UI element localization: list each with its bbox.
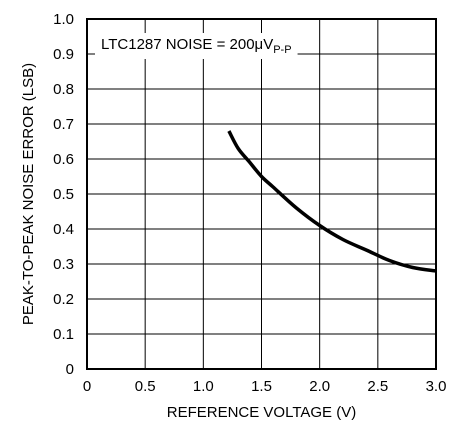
y-axis-label: PEAK-TO-PEAK NOISE ERROR (LSB) [20,63,37,325]
x-tick-label: 3.0 [426,378,447,395]
x-tick-label: 1.5 [251,378,272,395]
y-tick-label: 0.6 [53,151,74,168]
y-tick-label: 0.5 [53,186,74,203]
x-tick-label: 2.5 [367,378,388,395]
grid [86,18,437,370]
y-tick-label: 0.4 [53,221,74,238]
annotation-subscript: P-P [273,44,291,56]
series-layer [227,130,437,273]
y-tick-label: 0.3 [53,256,74,273]
y-tick-label: 0.9 [53,46,74,63]
y-tick-label: 0.7 [53,116,74,133]
annotation-background [95,33,298,59]
plot-frame [86,18,437,370]
x-tick-label: 0.5 [135,378,156,395]
chart-annotation: LTC1287 NOISE = 200μVP-P [101,36,292,56]
x-tick-labels: 0 0.5 1.0 1.5 2.0 2.5 3.0 [83,378,447,395]
x-tick-label: 1.0 [193,378,214,395]
x-axis-label: REFERENCE VOLTAGE (V) [167,404,356,421]
annotation-text: LTC1287 NOISE = 200μV [101,36,273,53]
x-tick-label: 2.0 [309,378,330,395]
y-tick-label: 0 [66,361,74,378]
y-tick-label: 0.8 [53,81,74,98]
y-tick-labels: 0 0.1 0.2 0.3 0.4 0.5 0.6 0.7 0.8 0.9 1.0 [53,11,74,378]
y-tick-label: 0.2 [53,291,74,308]
y-tick-label: 1.0 [53,11,74,28]
y-tick-label: 0.1 [53,326,74,343]
series-line [227,130,437,273]
x-tick-label: 0 [83,378,91,395]
